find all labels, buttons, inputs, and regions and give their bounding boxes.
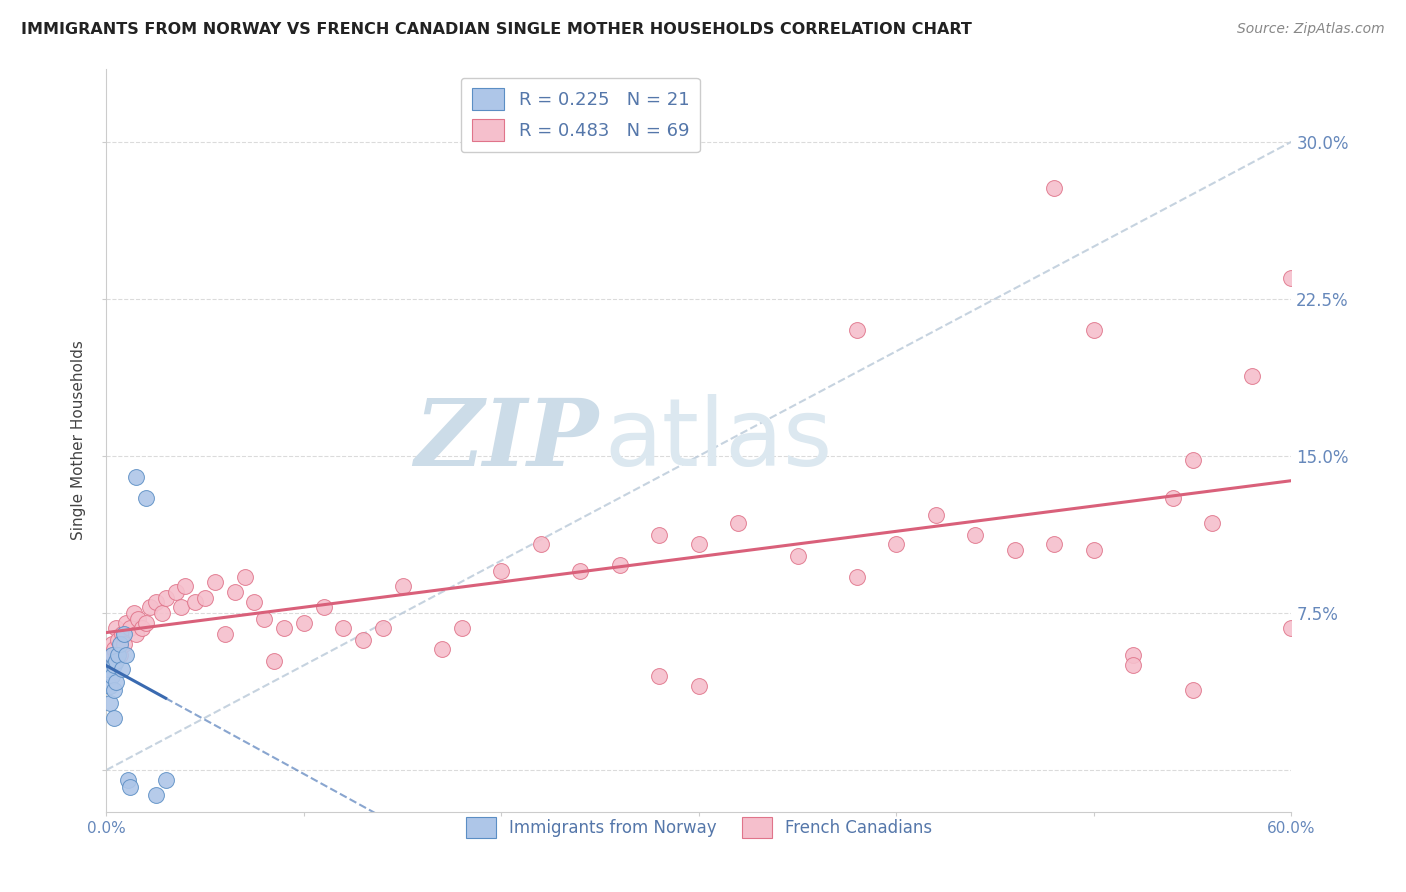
- Point: [155, 591, 177, 606]
- Point: [174, 579, 197, 593]
- Point: [371, 621, 394, 635]
- Point: [1043, 537, 1066, 551]
- Point: [243, 595, 266, 609]
- Point: [135, 616, 157, 631]
- Point: [273, 621, 295, 635]
- Point: [127, 612, 149, 626]
- Point: [688, 679, 710, 693]
- Point: [115, 616, 138, 631]
- Point: [122, 606, 145, 620]
- Point: [688, 537, 710, 551]
- Point: [727, 516, 749, 530]
- Point: [1122, 648, 1144, 662]
- Point: [1201, 516, 1223, 530]
- Point: [98, 696, 121, 710]
- Point: [105, 654, 128, 668]
- Text: atlas: atlas: [605, 394, 832, 486]
- Point: [139, 599, 162, 614]
- Point: [491, 564, 513, 578]
- Legend: Immigrants from Norway, French Canadians: Immigrants from Norway, French Canadians: [458, 811, 939, 845]
- Point: [107, 648, 129, 662]
- Point: [1279, 271, 1302, 285]
- Point: [263, 654, 285, 668]
- Point: [965, 528, 987, 542]
- Point: [786, 549, 808, 564]
- Point: [103, 711, 125, 725]
- Text: ZIP: ZIP: [413, 395, 598, 485]
- Point: [125, 470, 148, 484]
- Point: [530, 537, 553, 551]
- Point: [145, 595, 167, 609]
- Point: [648, 528, 671, 542]
- Point: [135, 491, 157, 505]
- Point: [233, 570, 256, 584]
- Point: [1161, 491, 1184, 505]
- Point: [1043, 181, 1066, 195]
- Point: [1083, 323, 1105, 337]
- Point: [450, 621, 472, 635]
- Point: [204, 574, 226, 589]
- Point: [111, 663, 134, 677]
- Point: [925, 508, 948, 522]
- Point: [111, 627, 134, 641]
- Point: [120, 621, 142, 635]
- Point: [103, 641, 125, 656]
- Point: [112, 627, 135, 641]
- Point: [1083, 543, 1105, 558]
- Point: [184, 595, 207, 609]
- Point: [105, 675, 128, 690]
- Point: [105, 621, 128, 635]
- Point: [1004, 543, 1026, 558]
- Point: [886, 537, 908, 551]
- Point: [107, 633, 129, 648]
- Point: [101, 648, 124, 662]
- Point: [108, 648, 131, 662]
- Point: [103, 683, 125, 698]
- Point: [1240, 369, 1263, 384]
- Point: [253, 612, 276, 626]
- Point: [224, 585, 246, 599]
- Point: [430, 641, 453, 656]
- Point: [97, 663, 120, 677]
- Point: [648, 669, 671, 683]
- Point: [98, 679, 121, 693]
- Point: [569, 564, 592, 578]
- Point: [170, 599, 193, 614]
- Point: [1279, 621, 1302, 635]
- Point: [103, 658, 125, 673]
- Y-axis label: Single Mother Households: Single Mother Households: [72, 340, 86, 541]
- Point: [101, 637, 124, 651]
- Point: [120, 780, 142, 794]
- Point: [292, 616, 315, 631]
- Text: Source: ZipAtlas.com: Source: ZipAtlas.com: [1237, 22, 1385, 37]
- Point: [101, 669, 124, 683]
- Point: [609, 558, 631, 572]
- Point: [391, 579, 413, 593]
- Point: [131, 621, 153, 635]
- Point: [112, 637, 135, 651]
- Point: [98, 648, 121, 662]
- Point: [352, 633, 374, 648]
- Point: [150, 606, 173, 620]
- Point: [145, 788, 167, 802]
- Point: [117, 773, 139, 788]
- Point: [214, 627, 236, 641]
- Point: [1122, 658, 1144, 673]
- Point: [1181, 453, 1204, 467]
- Point: [155, 773, 177, 788]
- Point: [165, 585, 187, 599]
- Point: [115, 648, 138, 662]
- Point: [332, 621, 354, 635]
- Point: [312, 599, 335, 614]
- Point: [845, 570, 868, 584]
- Text: IMMIGRANTS FROM NORWAY VS FRENCH CANADIAN SINGLE MOTHER HOUSEHOLDS CORRELATION C: IMMIGRANTS FROM NORWAY VS FRENCH CANADIA…: [21, 22, 972, 37]
- Point: [125, 627, 148, 641]
- Point: [194, 591, 217, 606]
- Point: [845, 323, 868, 337]
- Point: [1181, 683, 1204, 698]
- Point: [108, 637, 131, 651]
